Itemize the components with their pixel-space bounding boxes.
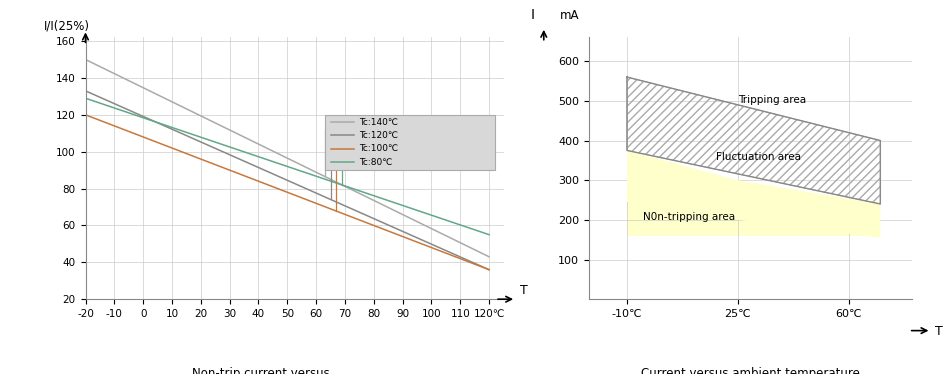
Text: I: I (531, 8, 535, 22)
Text: Tc:100℃: Tc:100℃ (359, 144, 398, 153)
Polygon shape (627, 202, 881, 236)
FancyBboxPatch shape (325, 115, 495, 170)
Polygon shape (627, 150, 881, 238)
Text: Non-trip current versus
ambient temperature: Non-trip current versus ambient temperat… (192, 367, 330, 374)
Text: T: T (935, 325, 942, 338)
Text: Current versus ambient temperature: Current versus ambient temperature (641, 367, 860, 374)
Text: mA: mA (560, 9, 580, 22)
Text: I/I(25%): I/I(25%) (44, 19, 89, 32)
Text: Tc:140℃: Tc:140℃ (359, 118, 398, 127)
Text: Tc:80℃: Tc:80℃ (359, 157, 392, 166)
Text: Tc:120℃: Tc:120℃ (359, 131, 398, 140)
Text: Fluctuation area: Fluctuation area (715, 152, 801, 162)
Text: N0n-tripping area: N0n-tripping area (643, 212, 735, 222)
Text: Tripping area: Tripping area (738, 95, 806, 105)
Text: T: T (521, 283, 528, 297)
